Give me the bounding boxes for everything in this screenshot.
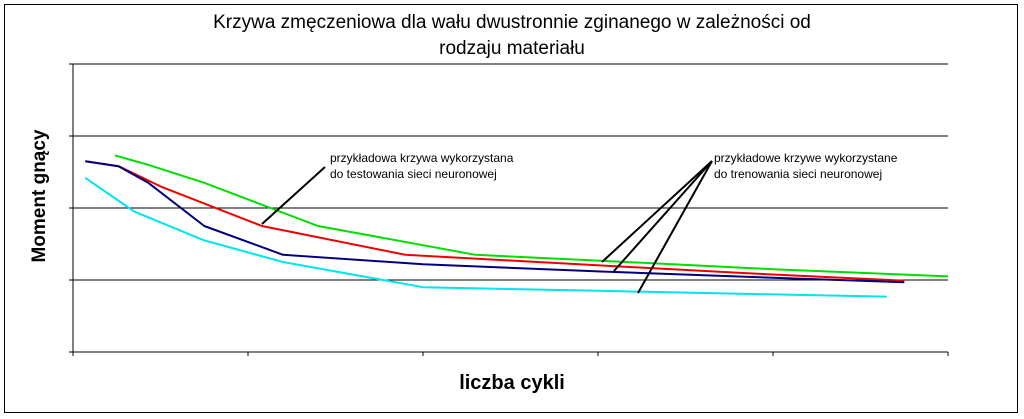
annotation-train-line-1: przykładowe krzywe wykorzystane xyxy=(714,151,898,165)
annotation-train-line-2: do trenowania sieci neuronowej xyxy=(714,167,883,181)
annotation-test-line-1: przykładowa krzywa wykorzystana xyxy=(330,151,514,165)
annotation-leader-0 xyxy=(261,166,326,225)
annotation-test-curve: przykładowa krzywa wykorzystana do testo… xyxy=(330,150,513,182)
annotation-training-curves: przykładowe krzywe wykorzystane do treno… xyxy=(714,150,897,182)
annotation-test-line-2: do testowania sieci neuronowej xyxy=(330,167,497,181)
annotation-leader-2 xyxy=(613,160,713,272)
annotation-leader-1 xyxy=(601,160,713,263)
annotation-leader-3 xyxy=(637,160,713,294)
x-axis-label: liczba cykli xyxy=(459,372,565,394)
chart-title-line-1: Krzywa zmęczeniowa dla wału dwustronnie … xyxy=(213,12,811,33)
series-line-0 xyxy=(114,154,949,278)
chart-title: Krzywa zmęczeniowa dla wału dwustronnie … xyxy=(0,10,1024,62)
series-line-3 xyxy=(84,176,887,298)
chart-title-line-2: rodzaju materiału xyxy=(439,38,585,59)
series-line-2 xyxy=(85,160,905,284)
